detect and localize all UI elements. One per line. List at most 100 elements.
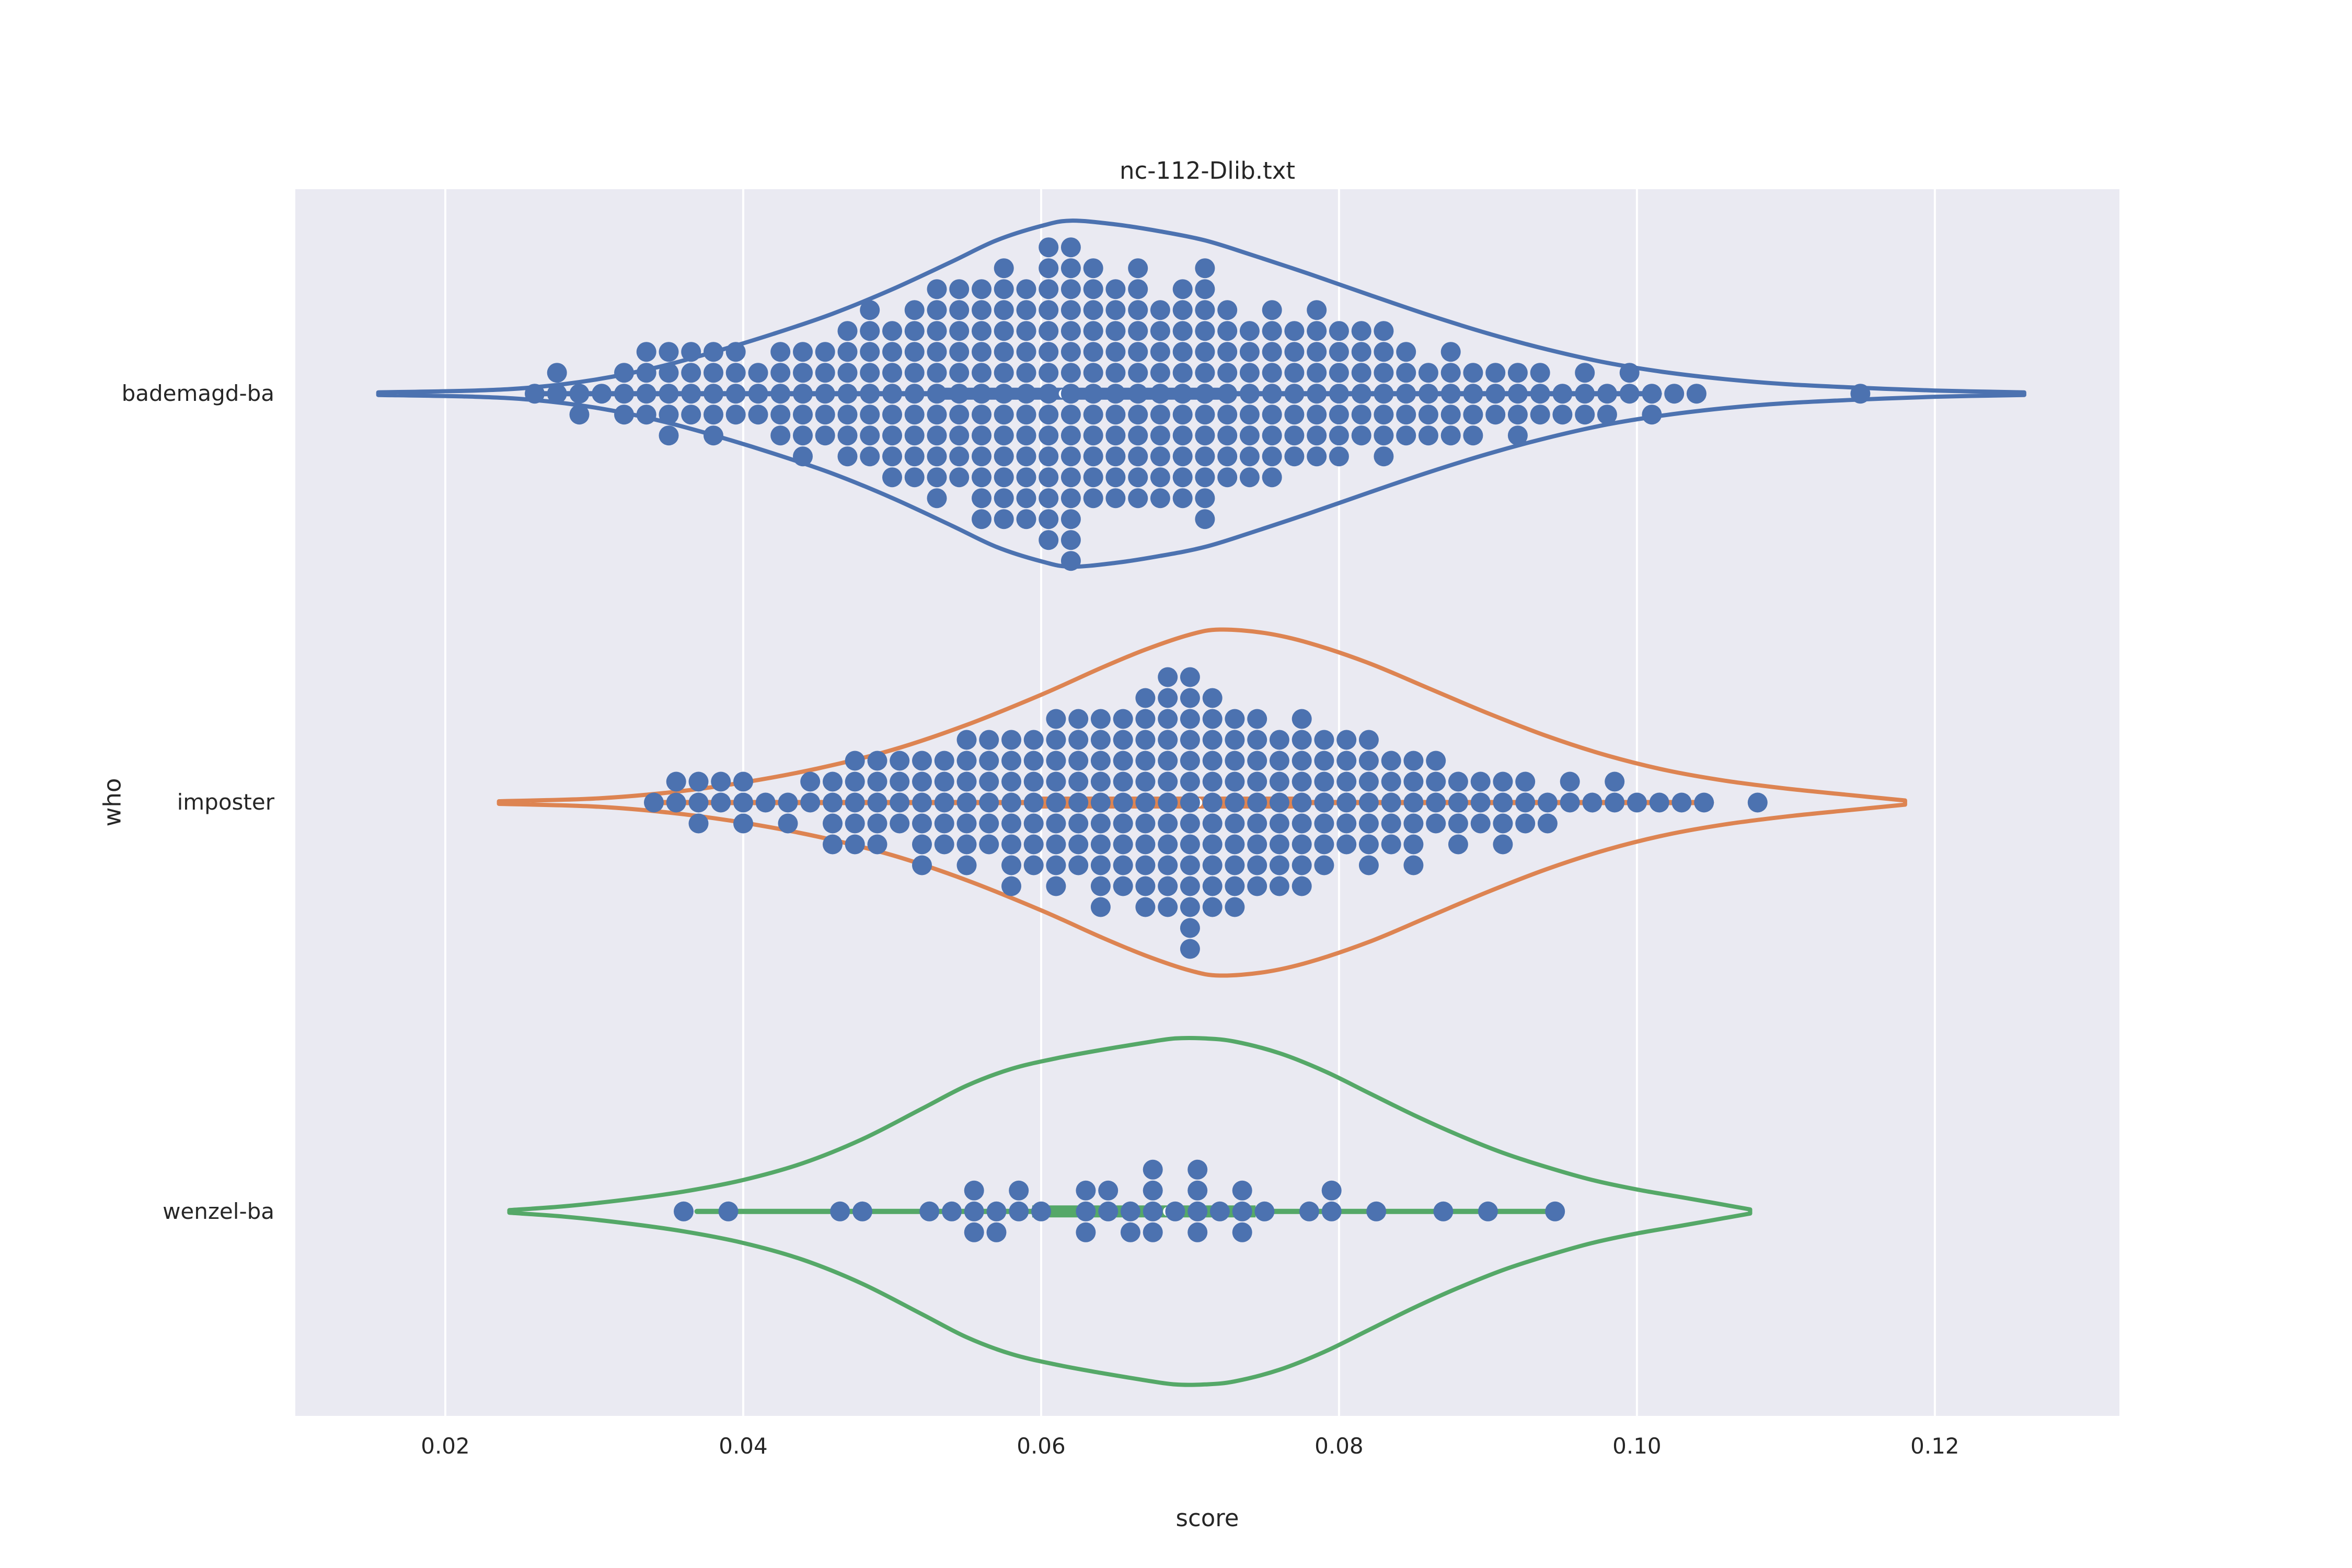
swarm-dot: [1083, 321, 1103, 341]
swarm-dot: [1202, 771, 1223, 792]
swarm-dot: [1068, 855, 1089, 875]
swarm-dot: [688, 792, 709, 813]
swarm-dot: [1128, 384, 1148, 404]
swarm-dot: [1172, 405, 1193, 425]
swarm-dot: [1336, 751, 1357, 771]
swarm-dot: [815, 425, 835, 446]
swarm-dot: [614, 363, 634, 383]
swarm-dot: [1470, 792, 1491, 813]
swarm-dot: [1128, 405, 1148, 425]
swarm-dot: [994, 300, 1014, 320]
swarm-dot: [1329, 321, 1349, 341]
swarm-dot: [1180, 855, 1200, 875]
swarm-dot: [1582, 792, 1602, 813]
swarm-dot: [755, 792, 776, 813]
swarm-dot: [1068, 709, 1089, 729]
swarm-dot: [1247, 834, 1267, 855]
swarm-dot: [942, 1201, 962, 1221]
swarm-dot: [1105, 300, 1126, 320]
swarm-dot: [1150, 363, 1170, 383]
swarm-dot: [1039, 446, 1059, 467]
swarm-dot: [793, 405, 813, 425]
swarm-dot: [1217, 446, 1238, 467]
swarm-dot: [1158, 730, 1178, 750]
swarm-dot: [1418, 384, 1438, 404]
swarm-dot: [1225, 771, 1245, 792]
swarm-dot: [1046, 709, 1066, 729]
swarm-dot: [1605, 771, 1625, 792]
swarm-dot: [1150, 384, 1170, 404]
swarm-dot: [972, 467, 991, 488]
swarm-dot: [1225, 813, 1245, 834]
swarm-dot: [919, 1201, 940, 1221]
swarm-dot: [1217, 342, 1238, 362]
swarm-dot: [1336, 792, 1357, 813]
swarm-dot: [1158, 667, 1178, 687]
swarm-dot: [1113, 813, 1133, 834]
swarm-dot: [1329, 342, 1349, 362]
swarm-dot: [949, 405, 970, 425]
swarm-dot: [1358, 792, 1379, 813]
swarm-dot: [972, 384, 991, 404]
swarm-dot: [934, 771, 954, 792]
swarm-dot: [949, 467, 970, 488]
swarm-dot: [1105, 488, 1126, 509]
swarm-dot: [986, 1222, 1007, 1242]
swarm-dot: [1172, 425, 1193, 446]
swarm-dot: [1694, 792, 1714, 813]
swarm-dot: [1239, 405, 1260, 425]
swarm-dot: [837, 425, 858, 446]
swarm-dot: [800, 792, 821, 813]
swarm-dot: [1180, 939, 1200, 959]
swarm-dot: [882, 342, 902, 362]
swarm-dot: [949, 384, 970, 404]
swarm-dot: [1448, 813, 1468, 834]
swarm-dot: [1023, 834, 1044, 855]
swarm-dot: [1076, 1201, 1096, 1221]
swarm-dot: [1195, 446, 1215, 467]
swarm-dot: [1403, 855, 1424, 875]
swarm-dot: [1262, 446, 1282, 467]
swarm-dot: [1284, 425, 1305, 446]
swarm-dot: [815, 342, 835, 362]
swarm-dot: [659, 363, 679, 383]
swarm-dot: [1247, 730, 1267, 750]
swarm-dot: [1046, 876, 1066, 896]
swarm-dot: [927, 279, 947, 299]
swarm-dot: [1039, 321, 1059, 341]
swarm-dot: [1374, 446, 1394, 467]
swarm-dot: [704, 425, 723, 446]
swarm-dot: [979, 813, 999, 834]
swarm-dot: [1016, 363, 1036, 383]
swarm-dot: [1016, 488, 1036, 509]
swarm-dot: [949, 446, 970, 467]
swarm-dot: [1128, 446, 1148, 467]
swarm-dot: [1046, 771, 1066, 792]
swarm-dot: [1098, 1201, 1119, 1221]
swarm-dot: [1060, 405, 1081, 425]
swarm-dot: [1180, 918, 1200, 938]
swarm-dot: [1284, 342, 1305, 362]
swarm-dot: [1366, 1201, 1387, 1221]
swarm-dot: [1158, 771, 1178, 792]
swarm-dot: [1262, 467, 1282, 488]
swarm-dot: [912, 751, 932, 771]
swarm-dot: [979, 730, 999, 750]
swarm-dot: [1090, 855, 1111, 875]
swarm-dot: [1187, 1180, 1208, 1201]
swarm-dot: [778, 792, 798, 813]
swarm-dot: [778, 813, 798, 834]
swarm-dot: [956, 834, 977, 855]
swarm-dot: [1239, 425, 1260, 446]
swarm-dot: [1180, 771, 1200, 792]
swarm-dot: [547, 363, 567, 383]
swarm-dot: [644, 792, 664, 813]
swarm-dot: [1552, 405, 1573, 425]
swarm-dot: [1090, 897, 1111, 917]
swarm-dot: [1239, 446, 1260, 467]
swarm-dot: [688, 813, 709, 834]
swarm-dot: [1172, 446, 1193, 467]
swarm-dot: [1098, 1180, 1119, 1201]
swarm-dot: [1217, 321, 1238, 341]
swarm-dot: [1060, 321, 1081, 341]
